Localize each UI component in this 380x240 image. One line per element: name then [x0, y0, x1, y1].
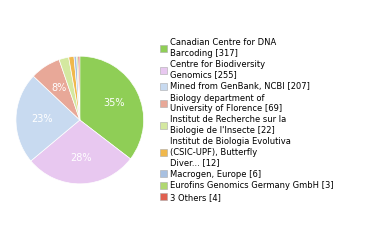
- Wedge shape: [33, 60, 80, 120]
- Text: 28%: 28%: [70, 153, 91, 163]
- Wedge shape: [16, 76, 80, 161]
- Wedge shape: [59, 57, 80, 120]
- Text: 35%: 35%: [103, 98, 125, 108]
- Legend: Canadian Centre for DNA
Barcoding [317], Centre for Biodiversity
Genomics [255],: Canadian Centre for DNA Barcoding [317],…: [160, 38, 334, 202]
- Wedge shape: [31, 120, 130, 184]
- Text: 8%: 8%: [51, 83, 66, 93]
- Wedge shape: [74, 56, 80, 120]
- Text: 23%: 23%: [31, 114, 52, 124]
- Wedge shape: [77, 56, 80, 120]
- Wedge shape: [69, 56, 80, 120]
- Wedge shape: [80, 56, 144, 159]
- Wedge shape: [78, 56, 80, 120]
